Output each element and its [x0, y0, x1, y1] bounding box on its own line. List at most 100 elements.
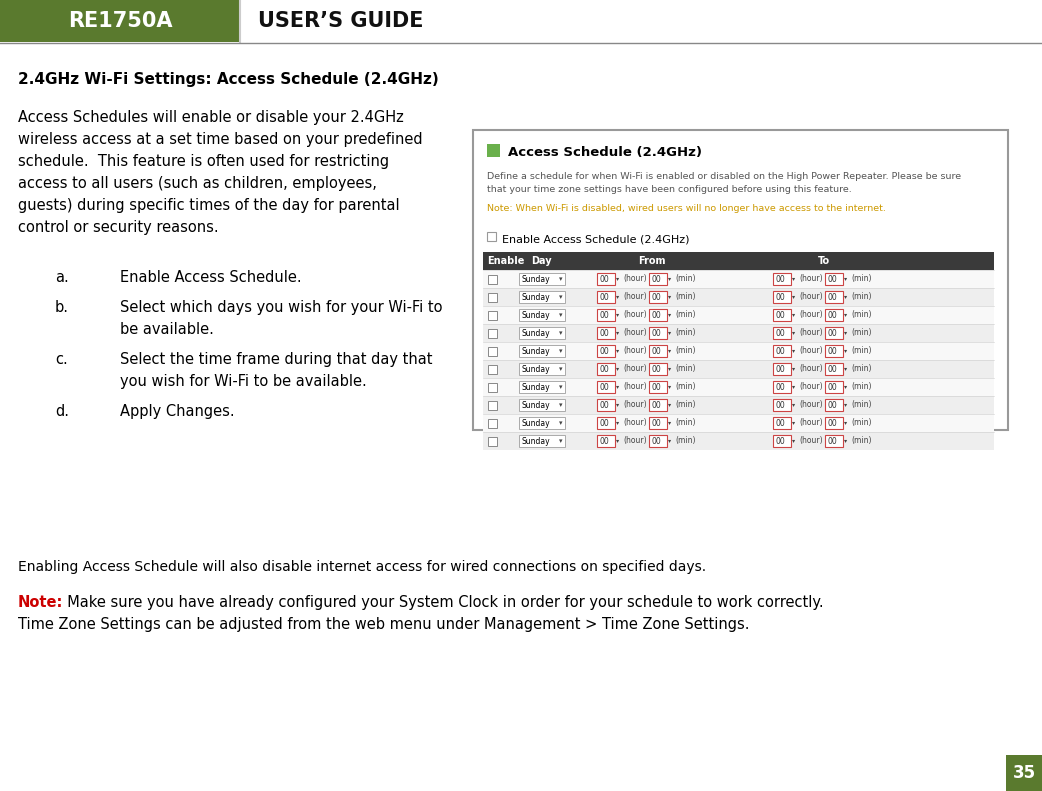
- Text: (min): (min): [851, 311, 871, 320]
- Text: Enable Access Schedule (2.4GHz): Enable Access Schedule (2.4GHz): [502, 234, 690, 244]
- Text: ▾: ▾: [792, 421, 795, 426]
- Text: (min): (min): [675, 293, 695, 301]
- Bar: [597, 381, 615, 393]
- Bar: [488, 419, 497, 428]
- Text: Sunday: Sunday: [522, 383, 550, 392]
- Text: (min): (min): [675, 383, 695, 392]
- Text: Define a schedule for when Wi-Fi is enabled or disabled on the High Power Repeat: Define a schedule for when Wi-Fi is enab…: [487, 172, 961, 194]
- Text: schedule.  This feature is often used for restricting: schedule. This feature is often used for…: [18, 154, 389, 169]
- Text: (hour): (hour): [799, 437, 822, 445]
- Text: ▾: ▾: [616, 294, 619, 300]
- Text: ▾: ▾: [559, 438, 562, 444]
- Text: ▾: ▾: [792, 403, 795, 407]
- Bar: [773, 435, 791, 447]
- Text: ▾: ▾: [668, 366, 671, 372]
- Text: 00: 00: [827, 400, 837, 410]
- Bar: [597, 327, 615, 339]
- Bar: [483, 360, 994, 378]
- Bar: [519, 327, 565, 339]
- Text: ▾: ▾: [559, 276, 562, 282]
- Text: (min): (min): [851, 383, 871, 392]
- Text: 00: 00: [827, 383, 837, 392]
- Text: 00: 00: [599, 418, 609, 427]
- Text: 00: 00: [599, 437, 609, 445]
- Text: ▾: ▾: [668, 331, 671, 335]
- Text: Enable Access Schedule.: Enable Access Schedule.: [120, 270, 301, 285]
- Text: you wish for Wi-Fi to be available.: you wish for Wi-Fi to be available.: [120, 374, 367, 389]
- Text: 00: 00: [599, 365, 609, 373]
- Text: 00: 00: [775, 365, 785, 373]
- Bar: [483, 252, 994, 270]
- Text: 00: 00: [599, 383, 609, 392]
- Bar: [519, 399, 565, 411]
- Text: 00: 00: [651, 437, 661, 445]
- Text: 00: 00: [651, 418, 661, 427]
- Text: (hour): (hour): [799, 328, 822, 338]
- Text: (min): (min): [675, 328, 695, 338]
- Bar: [825, 417, 843, 429]
- Text: USER’S GUIDE: USER’S GUIDE: [258, 11, 423, 31]
- Bar: [519, 273, 565, 285]
- Bar: [519, 291, 565, 303]
- Text: ▾: ▾: [668, 277, 671, 282]
- Bar: [825, 291, 843, 303]
- Text: 00: 00: [827, 311, 837, 320]
- Text: 00: 00: [827, 274, 837, 283]
- Text: ▾: ▾: [792, 366, 795, 372]
- Text: From: From: [638, 256, 666, 266]
- Text: 00: 00: [827, 365, 837, 373]
- Text: ▾: ▾: [616, 331, 619, 335]
- Bar: [773, 309, 791, 321]
- Text: ▾: ▾: [668, 349, 671, 354]
- Text: 00: 00: [651, 365, 661, 373]
- Text: 00: 00: [827, 418, 837, 427]
- Text: ▾: ▾: [616, 312, 619, 317]
- Bar: [240, 0, 1042, 42]
- Text: (hour): (hour): [623, 311, 647, 320]
- Bar: [597, 399, 615, 411]
- Text: (hour): (hour): [623, 274, 647, 283]
- Text: (min): (min): [851, 437, 871, 445]
- Text: (hour): (hour): [799, 293, 822, 301]
- Text: (hour): (hour): [799, 383, 822, 392]
- Text: Access Schedule (2.4GHz): Access Schedule (2.4GHz): [508, 146, 702, 159]
- Text: ▾: ▾: [792, 384, 795, 389]
- Text: ▾: ▾: [616, 421, 619, 426]
- Bar: [483, 432, 994, 450]
- Text: ▾: ▾: [559, 384, 562, 390]
- Text: ▾: ▾: [668, 438, 671, 444]
- Text: ▾: ▾: [559, 366, 562, 372]
- Bar: [773, 399, 791, 411]
- Bar: [519, 345, 565, 357]
- Bar: [488, 329, 497, 338]
- Text: c.: c.: [55, 352, 68, 367]
- Bar: [488, 311, 497, 320]
- Bar: [773, 417, 791, 429]
- Text: access to all users (such as children, employees,: access to all users (such as children, e…: [18, 176, 377, 191]
- Text: 00: 00: [827, 328, 837, 338]
- Bar: [487, 144, 500, 157]
- Bar: [519, 363, 565, 375]
- Bar: [597, 273, 615, 285]
- Text: 00: 00: [651, 328, 661, 338]
- Text: 00: 00: [775, 311, 785, 320]
- Text: ▾: ▾: [616, 277, 619, 282]
- Text: (min): (min): [675, 311, 695, 320]
- Text: ▾: ▾: [616, 384, 619, 389]
- Text: Enabling Access Schedule will also disable internet access for wired connections: Enabling Access Schedule will also disab…: [18, 560, 706, 574]
- Bar: [649, 435, 667, 447]
- Text: guests) during specific times of the day for parental: guests) during specific times of the day…: [18, 198, 400, 213]
- Text: 00: 00: [775, 383, 785, 392]
- Bar: [483, 306, 994, 324]
- Text: ▾: ▾: [559, 402, 562, 408]
- Text: ▾: ▾: [559, 294, 562, 300]
- Text: d.: d.: [55, 404, 69, 419]
- Text: To: To: [818, 256, 830, 266]
- Bar: [488, 275, 497, 284]
- Bar: [519, 309, 565, 321]
- Text: Sunday: Sunday: [522, 437, 550, 445]
- Text: 00: 00: [775, 346, 785, 355]
- Bar: [649, 345, 667, 357]
- Text: (hour): (hour): [799, 418, 822, 427]
- Bar: [649, 327, 667, 339]
